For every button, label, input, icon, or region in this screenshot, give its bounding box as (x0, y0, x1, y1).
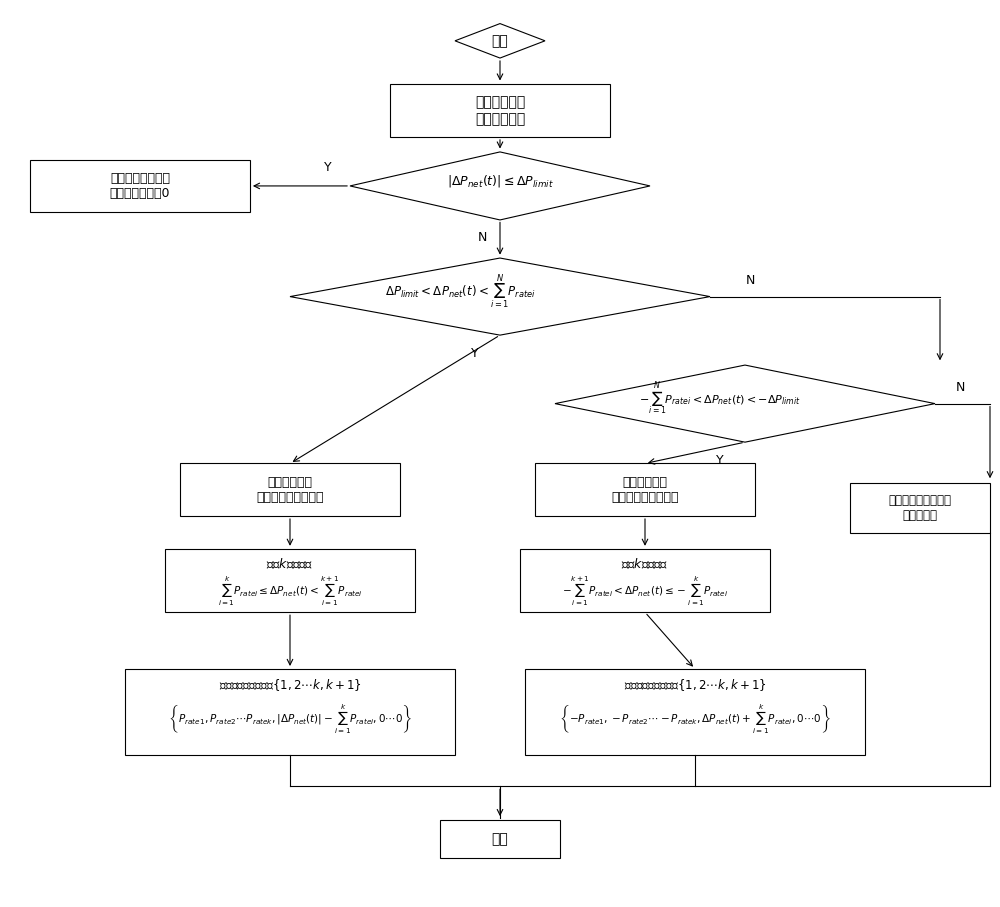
Text: $\left\{P_{rate1},P_{rate2}\cdots P_{ratek},|\Delta P_{net}(t)|-\sum_{i=1}^{k}P_: $\left\{P_{rate1},P_{rate2}\cdots P_{rat… (168, 703, 412, 736)
FancyBboxPatch shape (125, 669, 455, 755)
FancyBboxPatch shape (525, 669, 865, 755)
Text: $-\sum_{i=1}^{k+1}P_{ratei}<\Delta P_{net}(t)\leq-\sum_{i=1}^{k}P_{ratei}$: $-\sum_{i=1}^{k+1}P_{ratei}<\Delta P_{ne… (562, 575, 728, 608)
Text: $-\sum_{i=1}^{N}P_{ratei}<\Delta P_{net}(t)<-\Delta P_{limit}$: $-\sum_{i=1}^{N}P_{ratei}<\Delta P_{net}… (639, 381, 801, 417)
Text: $\left\{-P_{rate1},-P_{rate2}\cdots-P_{ratek},\Delta P_{net}(t)+\sum_{i=1}^{k}P_: $\left\{-P_{rate1},-P_{rate2}\cdots-P_{r… (559, 703, 831, 736)
Text: 开始: 开始 (492, 34, 508, 48)
Text: 确定$k$值，使得: 确定$k$值，使得 (621, 557, 669, 571)
Text: N: N (955, 381, 965, 394)
Text: 储能电站均以满功率
进行充放电: 储能电站均以满功率 进行充放电 (889, 494, 952, 522)
Text: 储能电站出力组合为$\{1,2\cdots k,k+1\}$: 储能电站出力组合为$\{1,2\cdots k,k+1\}$ (219, 677, 361, 693)
Text: $|\Delta P_{net}(t)|\leq\Delta P_{limit}$: $|\Delta P_{net}(t)|\leq\Delta P_{limit}… (447, 173, 553, 190)
Text: $\Delta P_{limit}<\Delta P_{net}(t)<\sum_{i=1}^{N}P_{ratei}$: $\Delta P_{limit}<\Delta P_{net}(t)<\sum… (385, 273, 535, 311)
Polygon shape (455, 24, 545, 58)
FancyBboxPatch shape (165, 549, 415, 612)
Text: 储能电站出力组合为$\{1,2\cdots k,k+1\}$: 储能电站出力组合为$\{1,2\cdots k,k+1\}$ (624, 677, 766, 693)
Text: N: N (745, 274, 755, 287)
Polygon shape (350, 151, 650, 219)
Polygon shape (555, 365, 935, 442)
Text: N: N (477, 231, 487, 244)
FancyBboxPatch shape (440, 820, 560, 858)
Polygon shape (290, 258, 710, 335)
Text: 储能电站充电
对其优先级进行排序: 储能电站充电 对其优先级进行排序 (611, 476, 679, 503)
Text: 确定$k$值，使得: 确定$k$值，使得 (266, 557, 314, 571)
FancyBboxPatch shape (535, 463, 755, 516)
FancyBboxPatch shape (180, 463, 400, 516)
Text: 输出: 输出 (492, 832, 508, 846)
Text: Y: Y (716, 454, 724, 467)
FancyBboxPatch shape (390, 84, 610, 137)
Text: Y: Y (324, 161, 332, 174)
Text: 建立储能电站
综合评价模型: 建立储能电站 综合评价模型 (475, 95, 525, 126)
Text: 储能电站放电
对其优先级进行排序: 储能电站放电 对其优先级进行排序 (256, 476, 324, 503)
FancyBboxPatch shape (30, 160, 250, 212)
Text: $\sum_{i=1}^{k}P_{ratei}\leq\Delta P_{net}(t)<\sum_{i=1}^{k+1}P_{ratei}$: $\sum_{i=1}^{k}P_{ratei}\leq\Delta P_{ne… (218, 575, 362, 608)
FancyBboxPatch shape (520, 549, 770, 612)
FancyBboxPatch shape (850, 483, 990, 533)
Text: Y: Y (471, 346, 479, 360)
Text: 储能电站不需动作
充放电功率均为0: 储能电站不需动作 充放电功率均为0 (110, 172, 170, 200)
